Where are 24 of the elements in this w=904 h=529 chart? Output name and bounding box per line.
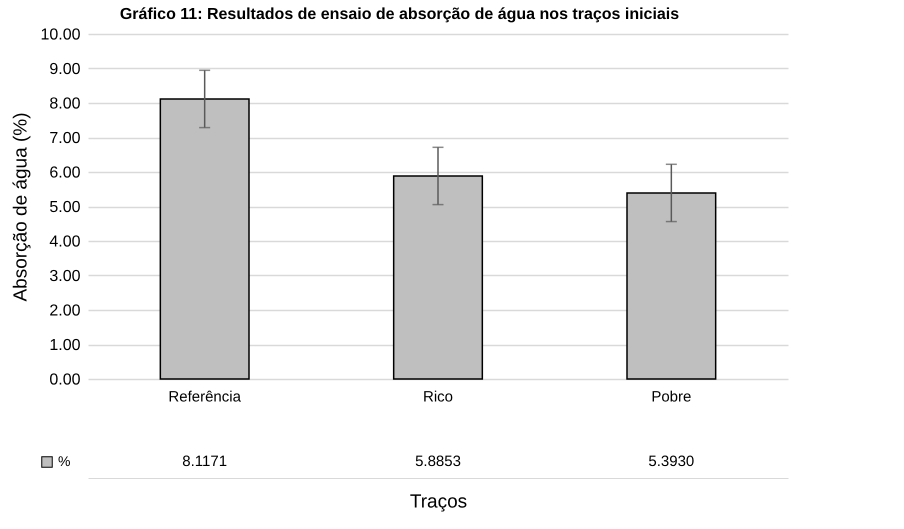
chart-title: Gráfico 11: Resultados de ensaio de absorção de água nos traços iniciais [120, 6, 680, 23]
y-axis-title: Absorção de água (%) [10, 112, 32, 302]
bar [626, 192, 716, 380]
data-label: 5.8853 [415, 453, 461, 470]
data-label: 5.3930 [648, 453, 694, 470]
y-tick-label: 8.00 [49, 96, 81, 112]
x-tick-label: Rico [422, 388, 454, 406]
y-tick-label: 7.00 [49, 130, 81, 147]
x-axis-title: Traços [410, 492, 468, 512]
data-label: 8.1171 [182, 453, 228, 470]
y-tick-label: 5.00 [49, 199, 81, 216]
y-tick-label: 9.00 [49, 61, 81, 78]
x-tick-label: Referência [168, 388, 242, 406]
y-tick-label: 3.00 [49, 268, 81, 285]
y-tick-label: 0.00 [49, 372, 81, 388]
bar [392, 175, 484, 380]
y-tick-label: 10.00 [40, 26, 81, 44]
bar [160, 98, 250, 380]
y-tick-label: 2.00 [49, 302, 81, 320]
legend-label: % [58, 453, 70, 469]
x-tick-label: Pobre [651, 388, 692, 406]
y-tick-label: 4.00 [49, 234, 81, 250]
y-tick-label: 6.00 [49, 164, 81, 182]
y-tick-label: 1.00 [49, 337, 81, 354]
